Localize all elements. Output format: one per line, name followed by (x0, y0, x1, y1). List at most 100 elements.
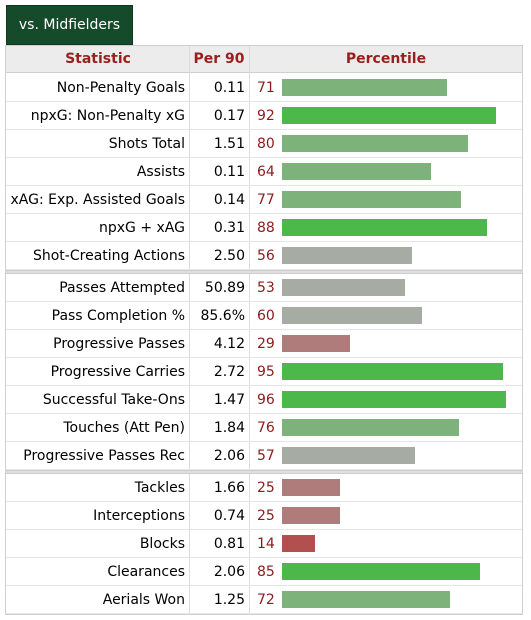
percentile-bar (282, 391, 506, 408)
table-row: npxG + xAG 0.31 88 (6, 214, 522, 242)
per90-value: 1.51 (213, 136, 245, 152)
table-row: Aerials Won 1.25 72 (6, 586, 522, 614)
stat-name: xAG: Exp. Assisted Goals (10, 192, 185, 208)
group-separator (6, 470, 522, 474)
percentile-value: 56 (257, 248, 275, 264)
percentile-value: 53 (257, 280, 275, 296)
per90-value: 4.12 (213, 336, 245, 352)
header-statistic[interactable]: Statistic (65, 51, 131, 67)
stat-name: npxG: Non-Penalty xG (30, 108, 185, 124)
percentile-bar (282, 135, 468, 152)
per90-value: 0.14 (213, 192, 245, 208)
per90-value: 0.74 (213, 508, 245, 524)
percentile-value: 96 (257, 392, 275, 408)
percentile-bar (282, 219, 487, 236)
percentile-value: 14 (257, 536, 275, 552)
stat-name: Interceptions (93, 508, 185, 524)
stat-name: Touches (Att Pen) (63, 420, 185, 436)
stat-name: Progressive Carries (50, 364, 185, 380)
percentile-value: 72 (257, 592, 275, 608)
percentile-bar (282, 191, 461, 208)
per90-value: 0.81 (213, 536, 245, 552)
table-row: Successful Take-Ons 1.47 96 (6, 386, 522, 414)
table-row: Clearances 2.06 85 (6, 558, 522, 586)
table-row: Pass Completion % 85.6% 60 (6, 302, 522, 330)
table-row: npxG: Non-Penalty xG 0.17 92 (6, 102, 522, 130)
stat-name: Shots Total (108, 136, 185, 152)
per90-value: 1.84 (213, 420, 245, 436)
percentile-value: 60 (257, 308, 275, 324)
stat-name: Tackles (134, 480, 185, 496)
percentile-bar (282, 79, 447, 96)
column-divider (189, 46, 190, 614)
per90-value: 1.47 (213, 392, 245, 408)
percentile-value: 25 (257, 480, 275, 496)
percentile-bar (282, 591, 450, 608)
percentile-bar (282, 335, 350, 352)
percentile-value: 29 (257, 336, 275, 352)
table-row: Non-Penalty Goals 0.11 71 (6, 74, 522, 102)
table-row: Progressive Passes 4.12 29 (6, 330, 522, 358)
percentile-value: 95 (257, 364, 275, 380)
stat-name: npxG + xAG (99, 220, 185, 236)
percentile-bar (282, 479, 340, 496)
percentile-value: 85 (257, 564, 275, 580)
percentile-bar (282, 247, 412, 264)
scouting-report-table: Statistic Per 90 Percentile Non-Penalty … (5, 45, 523, 615)
percentile-value: 88 (257, 220, 275, 236)
per90-value: 0.17 (213, 108, 245, 124)
percentile-value: 64 (257, 164, 275, 180)
table-row: Progressive Carries 2.72 95 (6, 358, 522, 386)
stat-name: Progressive Passes Rec (23, 448, 185, 464)
per90-value: 1.66 (213, 480, 245, 496)
percentile-value: 77 (257, 192, 275, 208)
table-row: Passes Attempted 50.89 53 (6, 274, 522, 302)
per90-value: 1.25 (213, 592, 245, 608)
percentile-value: 80 (257, 136, 275, 152)
table-row: Blocks 0.81 14 (6, 530, 522, 558)
percentile-bar (282, 163, 431, 180)
percentile-value: 25 (257, 508, 275, 524)
table-row: Interceptions 0.74 25 (6, 502, 522, 530)
percentile-bar (282, 363, 503, 380)
stat-name: Assists (136, 164, 185, 180)
percentile-bar (282, 507, 340, 524)
percentile-bar (282, 535, 315, 552)
percentile-bar (282, 107, 496, 124)
table-row: Assists 0.11 64 (6, 158, 522, 186)
percentile-bar (282, 419, 459, 436)
per90-value: 0.11 (213, 164, 245, 180)
tab-label: vs. Midfielders (18, 17, 121, 33)
per90-value: 0.31 (213, 220, 245, 236)
table-row: Touches (Att Pen) 1.84 76 (6, 414, 522, 442)
per90-value: 2.06 (213, 448, 245, 464)
table-header: Statistic Per 90 Percentile (6, 46, 522, 73)
percentile-value: 71 (257, 80, 275, 96)
table-row: xAG: Exp. Assisted Goals 0.14 77 (6, 186, 522, 214)
percentile-value: 92 (257, 108, 275, 124)
stat-name: Successful Take-Ons (42, 392, 185, 408)
percentile-value: 76 (257, 420, 275, 436)
column-divider (249, 46, 250, 614)
per90-value: 85.6% (200, 308, 245, 324)
per90-value: 2.72 (213, 364, 245, 380)
stat-name: Aerials Won (102, 592, 185, 608)
per90-value: 50.89 (204, 280, 245, 296)
tab-vs-midfielders[interactable]: vs. Midfielders (6, 5, 133, 45)
stat-name: Clearances (107, 564, 185, 580)
table-row: Shot-Creating Actions 2.50 56 (6, 242, 522, 270)
percentile-bar (282, 307, 422, 324)
header-percentile[interactable]: Percentile (345, 51, 427, 67)
per90-value: 0.11 (213, 80, 245, 96)
group-separator (6, 270, 522, 274)
table-row: Tackles 1.66 25 (6, 474, 522, 502)
percentile-bar (282, 447, 415, 464)
stat-name: Blocks (139, 536, 185, 552)
table-row: Progressive Passes Rec 2.06 57 (6, 442, 522, 470)
stat-name: Progressive Passes (53, 336, 185, 352)
per90-value: 2.50 (213, 248, 245, 264)
header-per90[interactable]: Per 90 (193, 51, 245, 67)
table-row: Shots Total 1.51 80 (6, 130, 522, 158)
per90-value: 2.06 (213, 564, 245, 580)
percentile-value: 57 (257, 448, 275, 464)
